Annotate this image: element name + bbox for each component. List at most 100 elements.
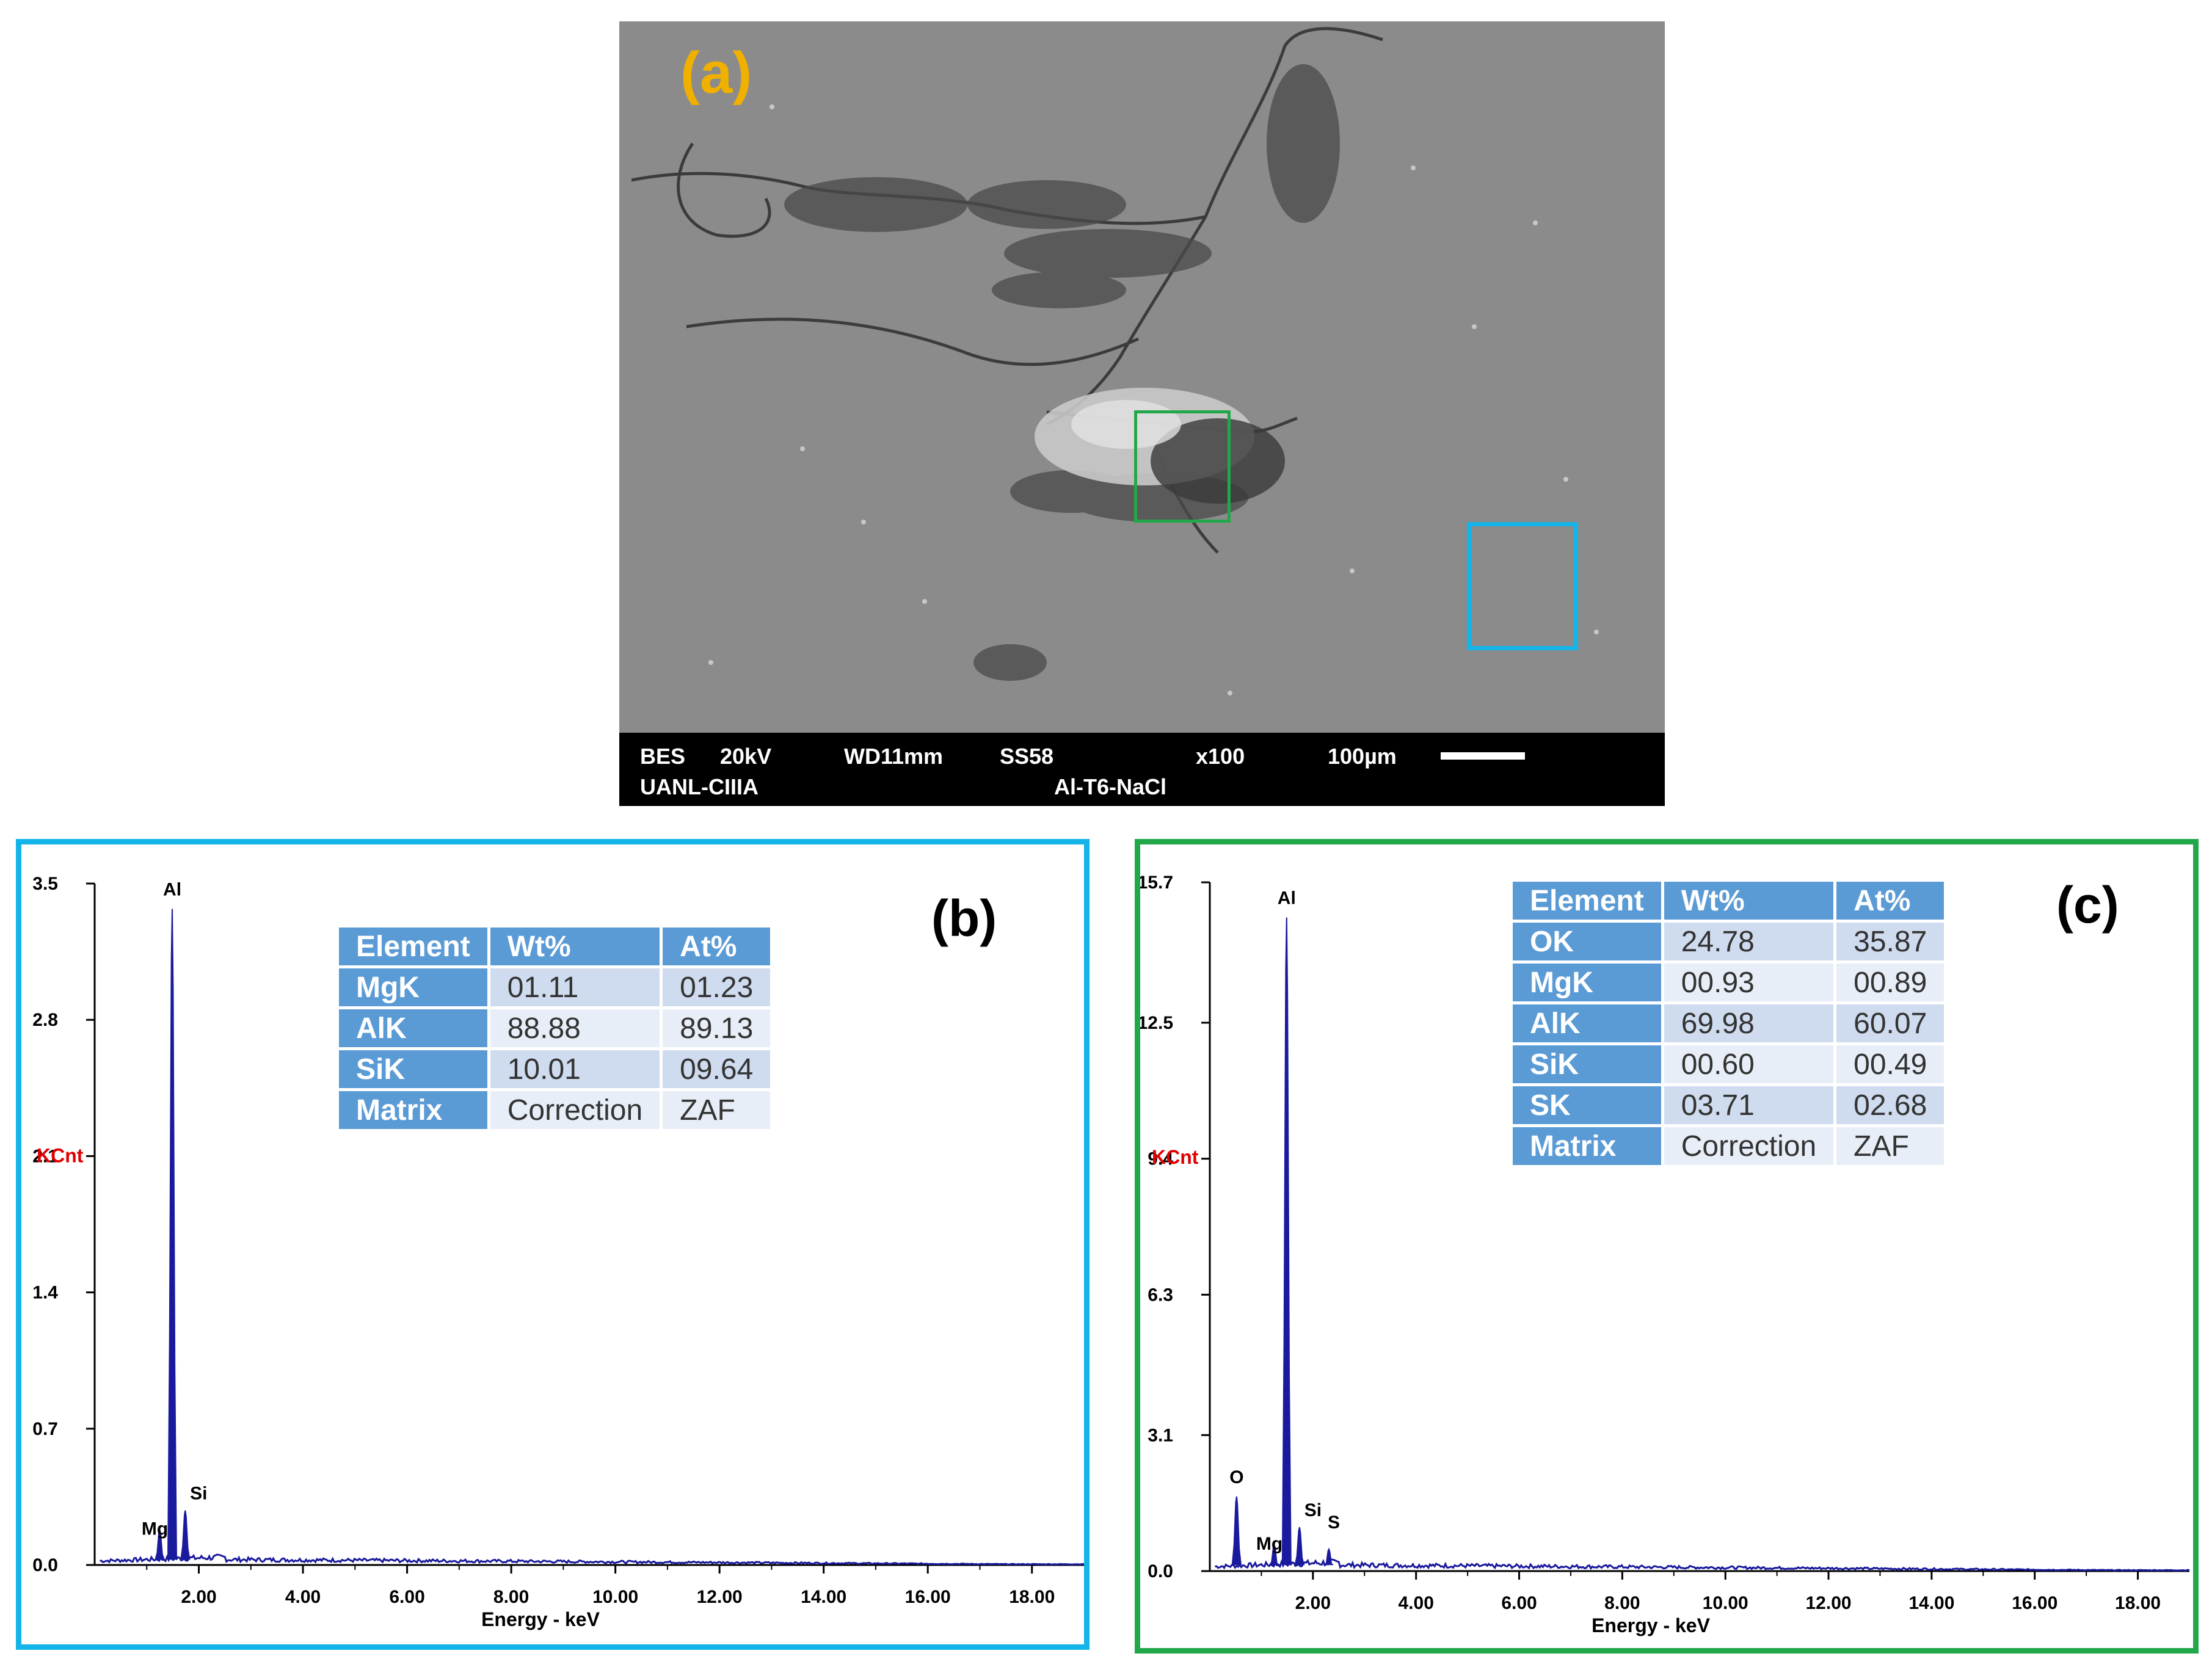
- x-tick-label: 14.00: [1908, 1593, 1954, 1613]
- sem-info-bar: BES 20kV WD11mm SS58 x100 100µm UANL-CII…: [619, 733, 1665, 806]
- sem-image: (a): [619, 21, 1665, 733]
- eds-table-c: Element Wt% At% OK 24.78 35.87 MgK 00.93 00.89 A…: [1510, 879, 1947, 1168]
- x-axis-label: Energy - keV: [1592, 1614, 1711, 1636]
- blue-analysis-box: [1467, 522, 1578, 650]
- x-tick-label: 4.00: [1398, 1593, 1433, 1613]
- element-cell: MgK: [1513, 964, 1661, 1001]
- panel-a-label: (a): [680, 40, 752, 106]
- table-row: OK 24.78 35.87: [1513, 923, 1945, 960]
- y-tick-label: 0.7: [32, 1419, 58, 1439]
- x-tick-label: 2.00: [181, 1587, 216, 1607]
- peak-si: [180, 1510, 191, 1560]
- y-tick-label: 1.4: [32, 1283, 58, 1303]
- value-cell: 35.87: [1836, 923, 1945, 960]
- sem-scale-label: 100µm: [1328, 744, 1397, 769]
- spectrum-continuum: [1215, 1558, 2190, 1572]
- value-cell: 24.78: [1664, 923, 1834, 960]
- peak-label-al: Al: [1278, 888, 1296, 908]
- table-header-cell: Wt%: [490, 928, 660, 965]
- y-tick-label: 3.1: [1148, 1425, 1173, 1445]
- sem-voltage: 20kV: [720, 744, 772, 769]
- table-header-cell: Element: [1513, 882, 1661, 920]
- sem-sample-id: Al-T6-NaCl: [1054, 774, 1167, 799]
- table-row: Matrix Correction ZAF: [1513, 1127, 1945, 1165]
- y-axis-label: KCnt: [1152, 1146, 1199, 1168]
- peak-mg: [1268, 1542, 1281, 1566]
- x-tick-label: 14.00: [801, 1587, 846, 1607]
- value-cell: 03.71: [1664, 1086, 1834, 1124]
- x-tick-label: 10.00: [592, 1587, 638, 1607]
- x-tick-label: 6.00: [1501, 1593, 1537, 1613]
- y-tick-label: 0.0: [1148, 1561, 1173, 1581]
- table-row: SK 03.71 02.68: [1513, 1086, 1945, 1124]
- value-cell: 01.23: [663, 968, 771, 1006]
- element-cell: SiK: [1513, 1045, 1661, 1083]
- x-tick-label: 6.00: [389, 1587, 424, 1607]
- spectrum-panel-c: 0.0 3.1 6.3 9.4 12.5 15.7 2.00 4.00 6.00 8.00 10.0…: [1135, 839, 2199, 1654]
- table-row: SiK 00.60 00.49: [1513, 1045, 1945, 1083]
- table-row: SiK 10.01 09.64: [339, 1050, 771, 1088]
- x-tick-label: 18.00: [1009, 1587, 1055, 1607]
- y-tick-label: 0.0: [32, 1555, 58, 1575]
- peak-mg: [155, 1530, 166, 1560]
- value-cell: 02.68: [1836, 1086, 1945, 1124]
- x-tick-label: 2.00: [1295, 1593, 1331, 1613]
- spectrum-panel-b: 0.0 0.7 1.4 2.1 2.8 3.5 2.00 4.00 6.00 8.00 10.00 1…: [16, 839, 1090, 1650]
- y-axis-label: KCnt: [37, 1144, 84, 1166]
- peak-label-al: Al: [163, 879, 181, 899]
- x-tick-label: 16.00: [2012, 1593, 2057, 1613]
- y-tick-label: 2.8: [32, 1010, 58, 1030]
- peak-al: [1281, 917, 1292, 1566]
- element-cell: MgK: [339, 968, 487, 1006]
- peak-label-mg: Mg: [1256, 1534, 1282, 1554]
- value-cell: Correction: [1664, 1127, 1834, 1165]
- y-tick-label: 15.7: [1140, 873, 1173, 893]
- element-cell: AlK: [1513, 1004, 1661, 1042]
- peak-si: [1294, 1527, 1305, 1566]
- y-tick-label: 2.1: [32, 1146, 58, 1166]
- x-axis-label: Energy - keV: [481, 1608, 600, 1630]
- table-header-cell: Wt%: [1664, 882, 1834, 920]
- value-cell: 10.01: [490, 1050, 660, 1088]
- sem-institution: UANL-CIIIA: [640, 774, 759, 799]
- element-cell: SK: [1513, 1086, 1661, 1124]
- element-cell: Matrix: [339, 1091, 487, 1129]
- x-tick-label: 16.00: [905, 1587, 951, 1607]
- value-cell: 01.11: [490, 968, 660, 1006]
- spectrum-continuum: [100, 1553, 1084, 1566]
- y-tick-label: 9.4: [1148, 1149, 1173, 1169]
- peak-al: [167, 909, 178, 1560]
- sem-micrograph-panel: (a) BES 20kV WD11mm SS58 x100 100µm UANL…: [619, 21, 1665, 806]
- x-tick-label: 10.00: [1703, 1593, 1748, 1613]
- value-cell: 88.88: [490, 1009, 660, 1047]
- peak-label-s: S: [1328, 1512, 1340, 1533]
- sem-working-distance: WD11mm: [844, 744, 944, 769]
- sem-scale-bar: [1441, 752, 1525, 760]
- x-tick-label: 18.00: [2115, 1593, 2161, 1613]
- x-tick-label: 12.00: [697, 1587, 743, 1607]
- y-tick-label: 3.5: [32, 874, 58, 894]
- peak-label-si: Si: [1304, 1500, 1322, 1520]
- table-row: MgK 00.93 00.89: [1513, 964, 1945, 1001]
- element-cell: OK: [1513, 923, 1661, 960]
- element-cell: SiK: [339, 1050, 487, 1088]
- sem-magnification: x100: [1196, 744, 1245, 769]
- element-cell: AlK: [339, 1009, 487, 1047]
- value-cell: 00.49: [1836, 1045, 1945, 1083]
- element-cell: Matrix: [1513, 1127, 1661, 1165]
- value-cell: ZAF: [663, 1091, 771, 1129]
- table-row: AlK 69.98 60.07: [1513, 1004, 1945, 1042]
- value-cell: 69.98: [1664, 1004, 1834, 1042]
- table-row: MgK 01.11 01.23: [339, 968, 771, 1006]
- value-cell: 89.13: [663, 1009, 771, 1047]
- eds-table-b: Element Wt% At% MgK 01.11 01.23 AlK 88.88 89.13…: [336, 924, 773, 1132]
- table-row: Matrix Correction ZAF: [339, 1091, 771, 1129]
- peak-label-o: O: [1229, 1467, 1243, 1487]
- table-header-cell: At%: [663, 928, 771, 965]
- x-tick-label: 4.00: [285, 1587, 321, 1607]
- value-cell: 09.64: [663, 1050, 771, 1088]
- table-row: AlK 88.88 89.13: [339, 1009, 771, 1047]
- sem-texture: [619, 21, 1665, 733]
- peak-o: [1231, 1496, 1242, 1566]
- sem-spot-size: SS58: [1000, 744, 1054, 769]
